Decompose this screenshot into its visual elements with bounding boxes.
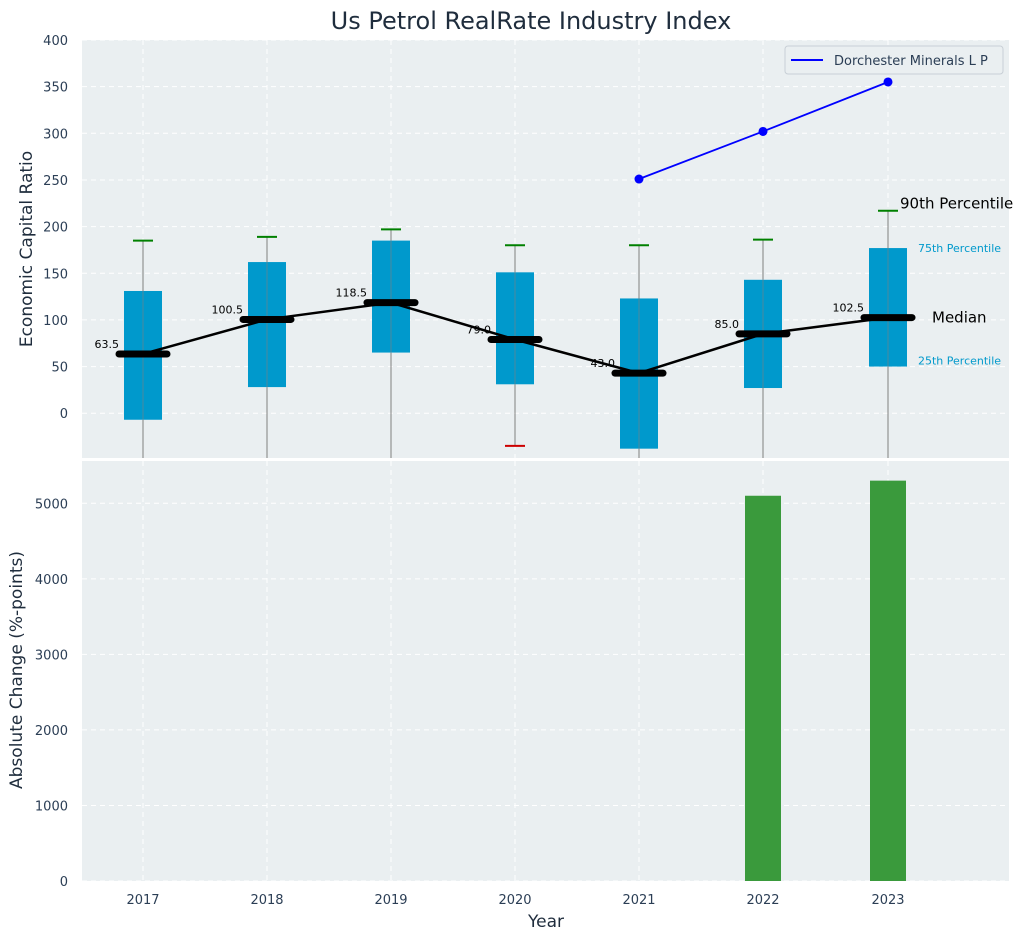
x-tick-label: 2019: [374, 893, 407, 908]
x-tick-label: 2020: [498, 893, 531, 908]
bottom-y-tick-label: 4000: [35, 573, 68, 588]
bar-2023: [870, 480, 906, 881]
median-label-2020: 79.0: [467, 324, 492, 337]
percentile-annotations: 90th Percentile 75th Percentile Median 25th…: [900, 195, 1013, 368]
top-y-axis-label: Economic Capital Ratio: [17, 151, 37, 347]
box-plot-2018: [239, 235, 295, 458]
annotation-median: Median: [932, 309, 987, 327]
x-tick-label: 2022: [746, 893, 779, 908]
bar-2022: [745, 495, 781, 881]
top-y-tick-label: 100: [43, 314, 68, 329]
median-label-2017: 63.5: [95, 338, 120, 351]
company-point-2022: [758, 126, 768, 136]
box-plot-2023: [860, 209, 916, 458]
median-label-2018: 100.5: [212, 303, 244, 316]
company-point-2021: [634, 174, 644, 184]
annotation-90th-percentile: 90th Percentile: [900, 195, 1013, 213]
top-y-tick-label: 50: [51, 361, 68, 376]
bottom-y-tick-label: 0: [60, 875, 68, 890]
bottom-y-tick-label: 2000: [35, 724, 68, 739]
top-y-tick-label: 350: [43, 81, 68, 96]
median-label-2022: 85.0: [715, 318, 740, 331]
bottom-y-tick-label: 1000: [35, 799, 68, 814]
bottom-panel-background: [82, 461, 1009, 881]
bottom-y-ticks: 0 1000 2000 3000 4000 5000: [35, 497, 68, 890]
top-panel: 0 50 100 150 200 250 300 350 400 63.5 100.5 118.5 7…: [17, 34, 1013, 458]
x-tick-label: 2018: [250, 893, 283, 908]
median-trend-line: [142, 301, 889, 375]
annotation-75th-percentile: 75th Percentile: [918, 242, 1001, 255]
chart-title: Us Petrol RealRate Industry Index: [331, 7, 732, 35]
x-tick-label: 2017: [126, 893, 159, 908]
company-point-2023: [883, 77, 893, 87]
bottom-y-tick-label: 3000: [35, 648, 68, 663]
median-value-labels: 63.5 100.5 118.5 79.0 43.0 85.0 102.5: [95, 287, 865, 370]
x-axis-label: Year: [527, 912, 564, 932]
box-plot-2019: [363, 228, 419, 458]
x-tick-label: 2023: [871, 893, 904, 908]
box-plot-2020: [487, 244, 543, 447]
bottom-y-axis-label: Absolute Change (%-points): [7, 551, 27, 789]
legend-label: Dorchester Minerals L P: [834, 54, 988, 69]
bottom-grid: [82, 461, 1009, 882]
x-ticks: 2017 2018 2019 2020 2021 2022 2023: [126, 893, 904, 908]
top-y-tick-label: 300: [43, 127, 68, 142]
top-y-ticks: 0 50 100 150 200 250 300 350 400: [43, 34, 68, 422]
bottom-y-tick-label: 5000: [35, 497, 68, 512]
median-label-2019: 118.5: [336, 287, 368, 300]
top-panel-background: [82, 40, 1009, 458]
median-label-2021: 43.0: [591, 357, 616, 370]
box-plot-2017: [115, 239, 171, 458]
box-plots: [115, 209, 916, 458]
legend: Dorchester Minerals L P: [784, 45, 1004, 75]
median-polyline: [142, 301, 889, 375]
top-y-tick-label: 200: [43, 221, 68, 236]
legend-box: [784, 45, 1004, 75]
bars: [745, 480, 906, 881]
top-y-tick-label: 250: [43, 174, 68, 189]
top-y-tick-label: 150: [43, 267, 68, 282]
annotation-25th-percentile: 25th Percentile: [918, 355, 1001, 368]
median-label-2023: 102.5: [833, 302, 865, 315]
company-series-line: [634, 77, 893, 184]
x-tick-label: 2021: [622, 893, 655, 908]
top-y-tick-label: 0: [60, 407, 68, 422]
top-y-tick-label: 400: [43, 34, 68, 49]
